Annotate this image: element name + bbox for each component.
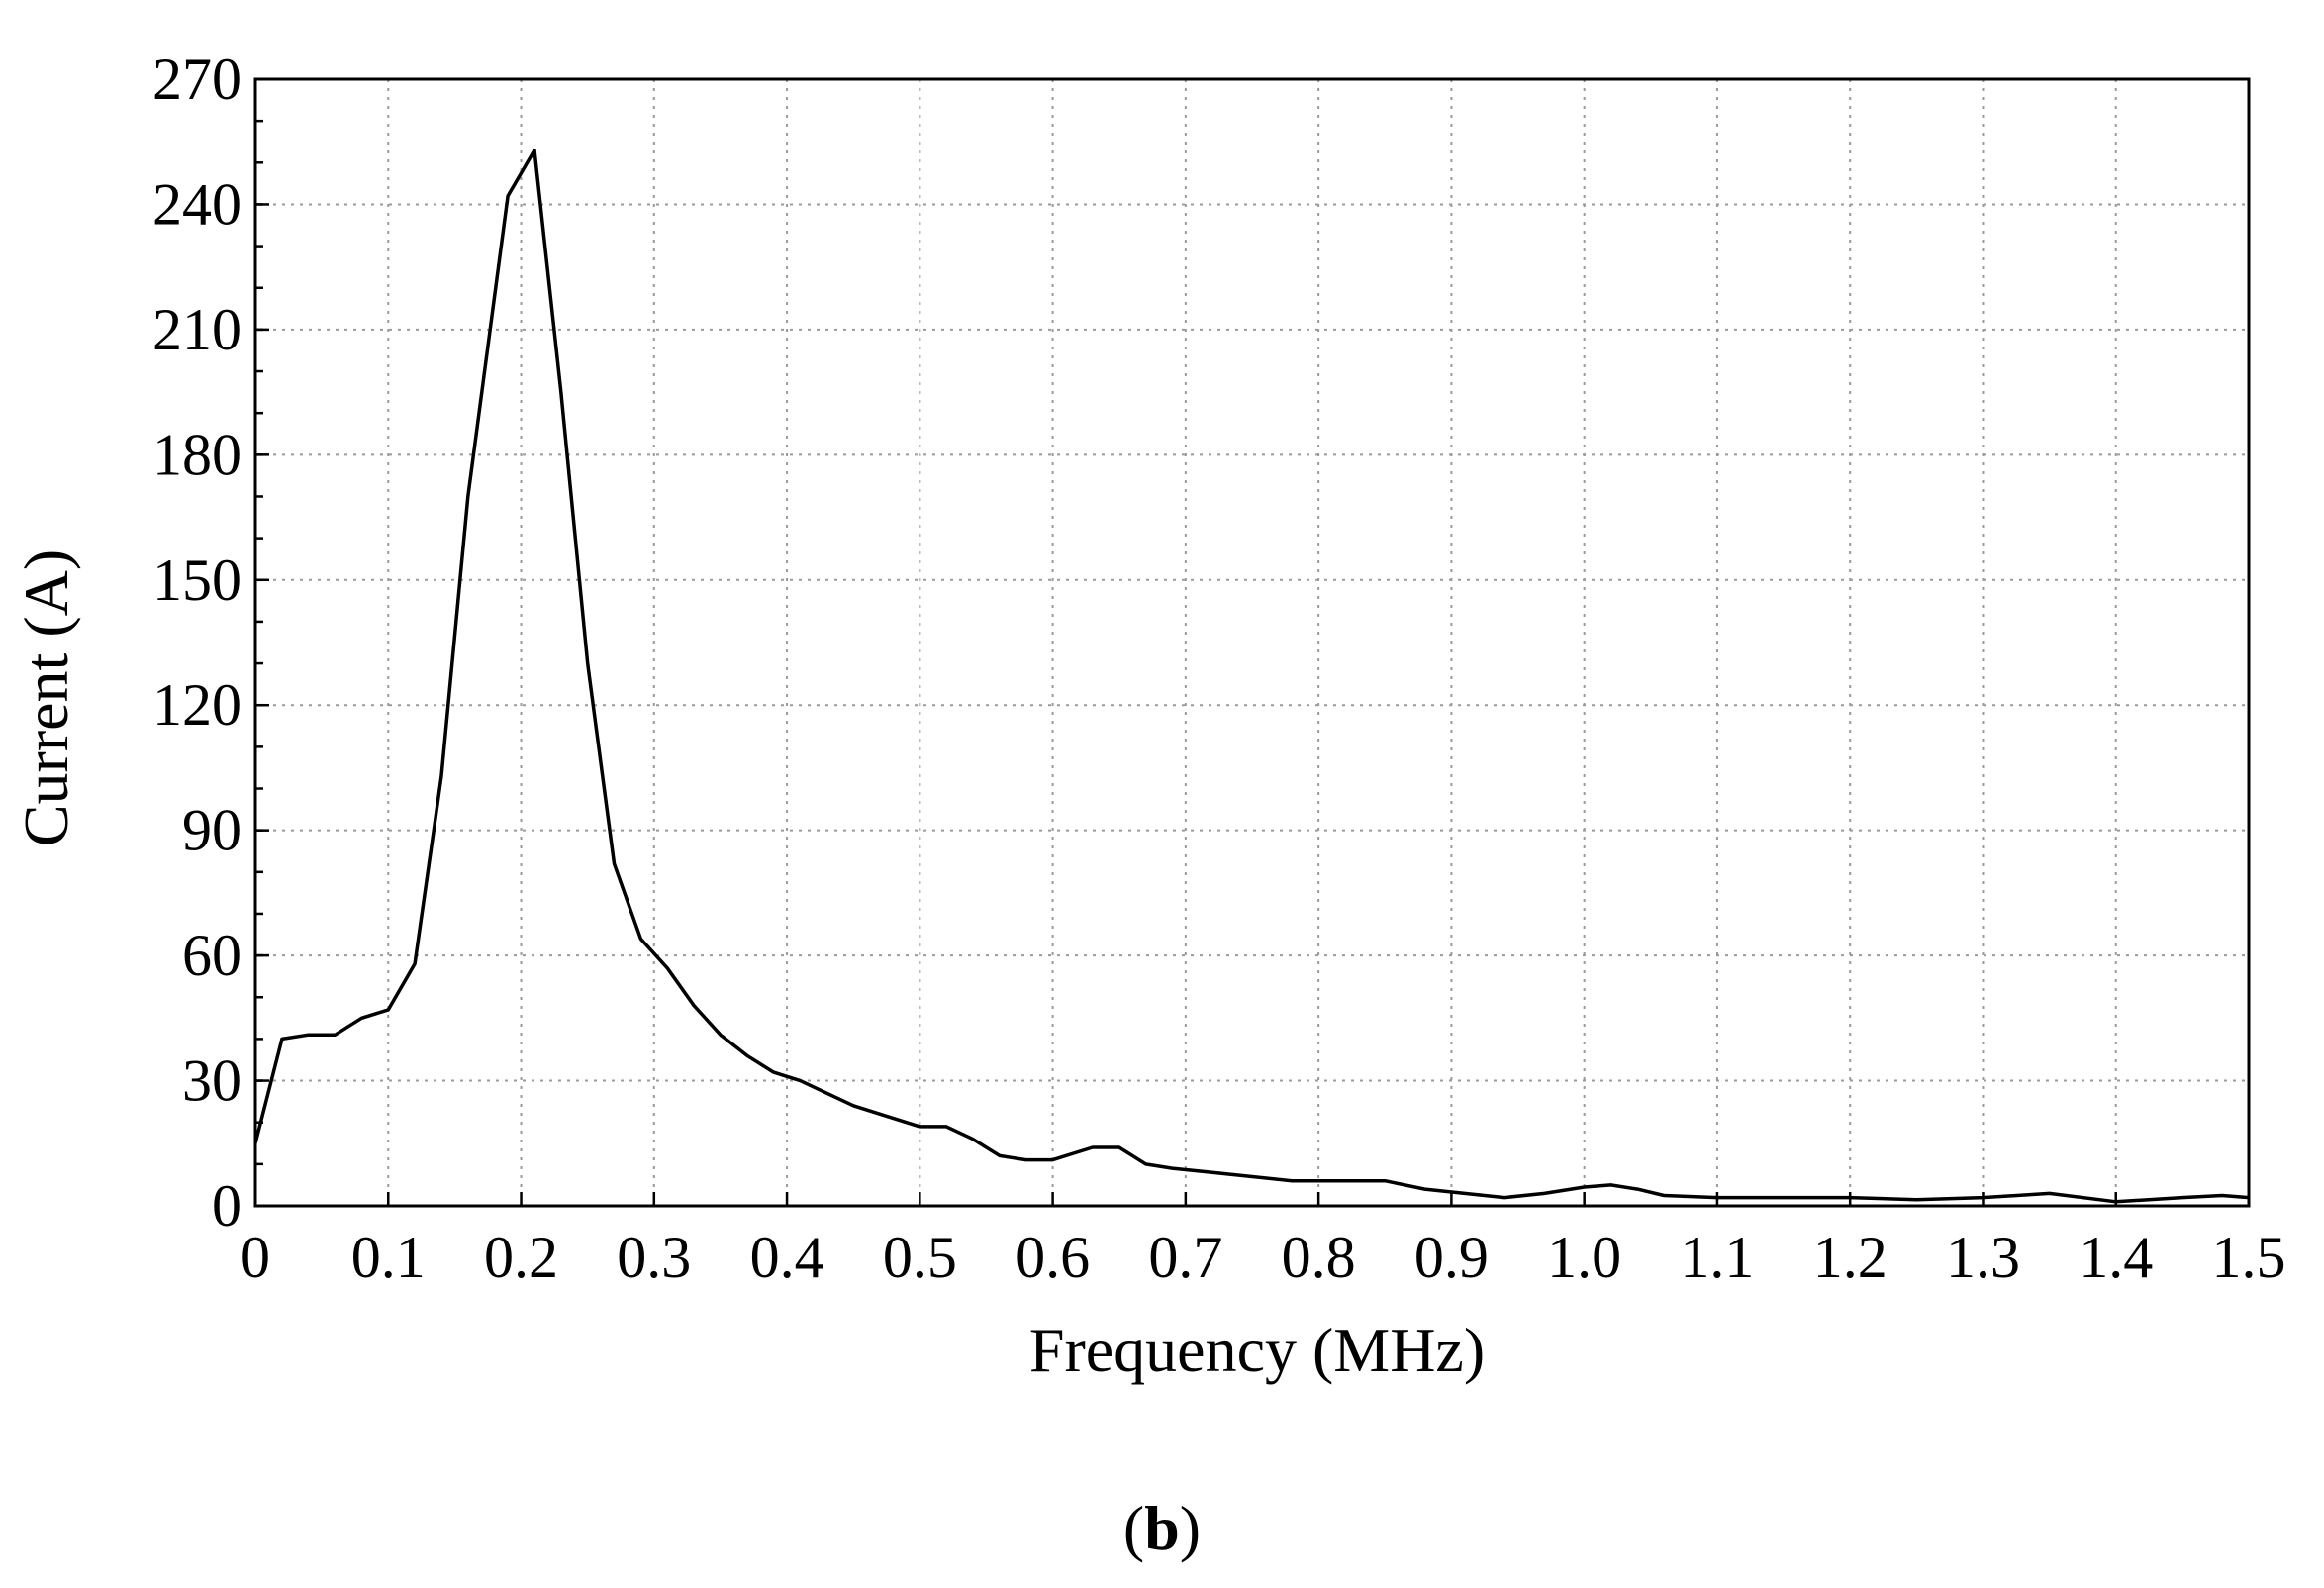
y-axis-ticks: 0 30 60 90 120 150 180 210 240 270 [152, 47, 269, 1239]
y-tick-label: 90 [182, 798, 242, 863]
x-tick-label: 0.6 [1016, 1225, 1090, 1290]
y-tick-label: 210 [152, 297, 242, 362]
y-axis-title: Current (A) [11, 549, 81, 846]
panel-label: (b) [1123, 1493, 1201, 1563]
x-tick-label: 0.4 [750, 1225, 824, 1290]
x-tick-label: 1.2 [1813, 1225, 1888, 1290]
y-tick-label: 180 [152, 422, 242, 487]
x-tick-label: 1.4 [2079, 1225, 2153, 1290]
x-tick-label: 1.0 [1547, 1225, 1621, 1290]
y-tick-label: 120 [152, 672, 242, 738]
y-tick-label: 240 [152, 171, 242, 237]
y-tick-label: 150 [152, 547, 242, 613]
x-tick-label: 0.3 [617, 1225, 691, 1290]
x-tick-label: 1.5 [2212, 1225, 2286, 1290]
y-tick-label: 0 [212, 1173, 242, 1239]
plot-frame [253, 77, 2251, 1208]
x-tick-label: 0.8 [1282, 1225, 1356, 1290]
x-tick-label: 0 [241, 1225, 270, 1290]
y-tick-label: 60 [182, 923, 242, 988]
x-axis-ticks: 0 0.1 0.2 0.3 0.4 0.5 0.6 0.7 0.8 0.9 1.0 1.1 1.2 1.3… [241, 1192, 2286, 1290]
x-axis-title: Frequency (MHz) [1029, 1315, 1485, 1385]
x-tick-label: 0.5 [883, 1225, 957, 1290]
x-tick-label: 0.1 [351, 1225, 426, 1290]
y-tick-label: 30 [182, 1048, 242, 1114]
grid [255, 79, 2249, 1206]
x-tick-label: 1.3 [1946, 1225, 2020, 1290]
panel-label-letter: b [1144, 1493, 1180, 1563]
panel-label-close: ) [1180, 1493, 1201, 1563]
x-tick-label: 1.1 [1680, 1225, 1754, 1290]
x-tick-label: 0.7 [1148, 1225, 1222, 1290]
panel-label-open: ( [1123, 1493, 1144, 1563]
y-tick-label: 270 [152, 47, 242, 112]
x-tick-label: 0.9 [1414, 1225, 1489, 1290]
current-series-line [253, 148, 2250, 1204]
x-tick-label: 0.2 [484, 1225, 558, 1290]
